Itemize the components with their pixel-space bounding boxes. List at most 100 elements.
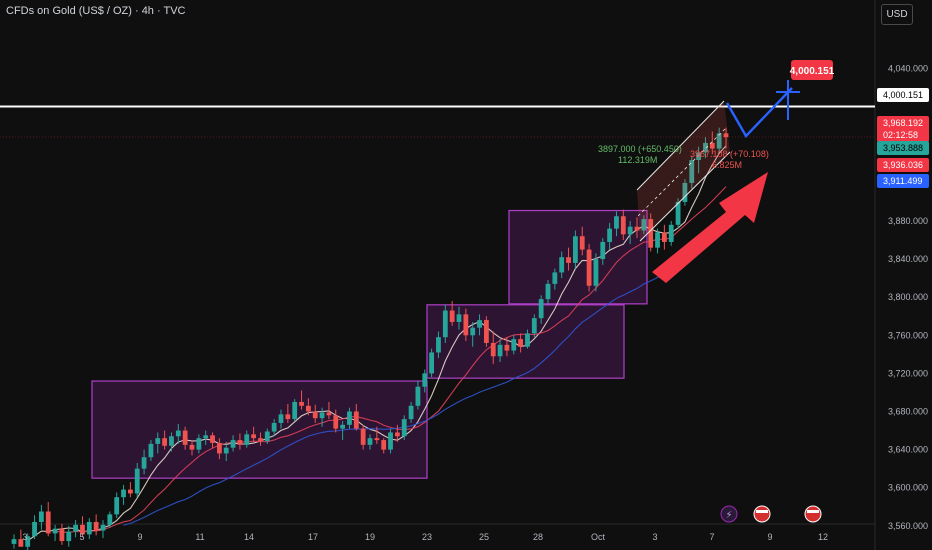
us-flag-icon <box>753 505 771 523</box>
candle-body <box>360 428 366 445</box>
candle-body <box>374 438 380 441</box>
candle-body <box>203 435 209 439</box>
candle-body <box>525 333 530 347</box>
candle-body <box>210 435 215 443</box>
candle-body <box>716 133 722 149</box>
price-label-text: 3,911.499 <box>883 176 922 186</box>
candle-body <box>627 226 633 235</box>
x-tick-label: 23 <box>422 532 432 542</box>
candle-body <box>148 443 154 458</box>
price-label-box <box>877 128 929 142</box>
price-label-box <box>877 174 929 188</box>
candle-body <box>86 521 92 535</box>
candle-body <box>271 422 277 432</box>
candle-body <box>353 411 359 429</box>
currency-button[interactable]: USD <box>881 4 913 25</box>
candle-body <box>456 314 462 322</box>
y-tick-label: 3,840.000 <box>888 254 928 264</box>
y-tick-label: 3,560.000 <box>888 521 928 531</box>
channel-upper-line <box>636 100 725 191</box>
candle-body <box>675 201 681 225</box>
candle-body <box>134 468 140 494</box>
y-tick-label: 3,760.000 <box>888 330 928 340</box>
channel-mid-line <box>637 126 728 217</box>
candle-body <box>73 524 79 532</box>
candle-body <box>59 528 65 542</box>
chart-title: CFDs on Gold (US$ / OZ) · 4h · TVC <box>6 5 186 17</box>
candle-body <box>545 283 551 300</box>
candle-body <box>169 436 174 446</box>
channel-fill <box>637 101 730 241</box>
candle-body <box>661 232 667 242</box>
candle-body <box>566 257 571 263</box>
candle-body <box>80 524 85 535</box>
target-label-text: 4,000.151 <box>790 66 835 77</box>
candle-body <box>559 257 565 273</box>
candle-body <box>93 521 99 531</box>
channel-lower-line <box>639 151 731 242</box>
us-flag-icon <box>804 505 822 523</box>
projection-path <box>725 87 793 138</box>
candle-body <box>333 415 339 429</box>
x-tick-label: 12 <box>818 532 828 542</box>
candle-body <box>52 528 58 534</box>
candle-body <box>422 373 428 387</box>
y-tick-label: 3,680.000 <box>888 407 928 417</box>
candle-body <box>682 182 688 202</box>
candle-body <box>436 337 441 353</box>
x-tick-label: 11 <box>195 532 204 542</box>
x-tick-label: 9 <box>767 532 772 542</box>
candle-body <box>614 216 619 229</box>
candle-body <box>45 511 51 534</box>
candle-body <box>511 339 517 351</box>
lightning-icon <box>720 505 738 523</box>
candle-body <box>586 249 592 286</box>
candle-body <box>278 414 284 423</box>
candle-body <box>25 536 31 547</box>
range-box <box>508 209 648 305</box>
measure-annotation: 3897.000 (+650.450) <box>598 144 682 154</box>
measure-annotation: 3967.108 (+70.108) <box>690 149 769 159</box>
candle-body <box>504 344 510 351</box>
candle-body <box>709 142 715 149</box>
x-tick-label: 28 <box>533 532 543 542</box>
candle-body <box>723 133 729 138</box>
candle-body <box>66 531 72 542</box>
price-axis[interactable]: 4,040.000 3,880.000 3,840.000 3,800.000 3,76… <box>888 64 928 531</box>
candle-body <box>429 352 435 374</box>
candle-body <box>367 438 373 445</box>
candle-body <box>470 327 476 336</box>
x-tick-label: 14 <box>244 532 254 542</box>
y-tick-label: 3,640.000 <box>888 445 928 455</box>
candle-body <box>305 405 311 412</box>
y-tick-label: 4,040.000 <box>888 64 928 74</box>
time-axis[interactable]: 3 5 9 11 14 17 19 23 25 28 Oct 3 7 9 12 <box>22 532 828 542</box>
moving-average-line <box>123 215 727 526</box>
candle-body <box>593 259 599 286</box>
y-tick-label: 3,600.000 <box>888 483 928 493</box>
candle-body <box>237 440 243 445</box>
candle-body <box>531 318 537 334</box>
candle-body <box>600 241 606 260</box>
candle-body <box>121 489 126 498</box>
candle-body <box>641 219 647 231</box>
candle-body <box>477 320 482 328</box>
candle-body <box>538 299 544 319</box>
candle-body <box>394 432 400 437</box>
candle-body <box>175 430 181 437</box>
price-label-text: 3,936.036 <box>883 160 923 170</box>
bullish-arrow <box>652 172 768 283</box>
candle-body <box>401 419 407 437</box>
candle-body <box>244 434 250 445</box>
candle-body <box>285 414 291 420</box>
measure-annotation: 112.319M <box>618 155 657 165</box>
candle-body <box>689 160 695 183</box>
candle-body <box>552 272 558 284</box>
us-flag-stripe-icon <box>807 510 819 513</box>
candle-body <box>572 236 578 263</box>
candle-body <box>264 431 270 442</box>
candle-body <box>415 386 421 406</box>
candle-body <box>634 226 640 231</box>
candle-body <box>497 344 503 357</box>
